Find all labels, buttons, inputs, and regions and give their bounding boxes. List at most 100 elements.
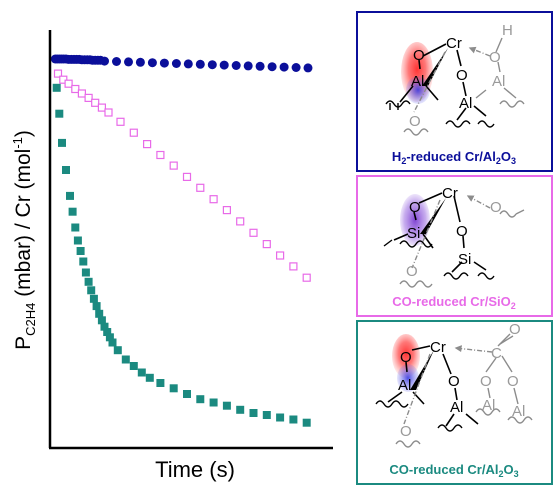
data-point-h2_cr_al2o3-35 <box>291 63 301 72</box>
atom-al: Al <box>411 73 424 90</box>
data-point-co_cr_al2o3-26 <box>156 379 165 387</box>
data-point-co_cr_sio2-13 <box>169 161 178 170</box>
data-point-co_cr_al2o3-21 <box>113 346 122 355</box>
atom-al: Al <box>512 403 525 420</box>
y-axis-title-prefix: P <box>12 336 35 350</box>
atom-o: O <box>456 67 468 84</box>
data-point-h2_cr_al2o3-19 <box>100 56 109 66</box>
panel-border <box>356 11 553 172</box>
atom-o: O <box>507 373 519 390</box>
data-point-co_cr_al2o3-13 <box>89 294 98 303</box>
data-point-co_cr_al2o3-22 <box>121 355 130 364</box>
data-point-co_cr_sio2-14 <box>182 172 192 181</box>
scatter-chart: Time (s) PC2H4 (mbar) / Cr (mol-1) <box>10 30 333 482</box>
panel-label: CO-reduced Cr/Al2O3 <box>389 462 518 479</box>
panel-label: CO-reduced Cr/SiO2 <box>392 294 515 311</box>
data-point-co_cr_sio2-17 <box>222 206 231 215</box>
data-point-co_cr_sio2-7 <box>97 103 107 112</box>
y-axis-title-superscript: -1 <box>10 137 25 149</box>
data-point-h2_cr_al2o3-36 <box>303 63 313 73</box>
data-point-co_cr_sio2-0 <box>53 69 63 78</box>
data-point-co_cr_al2o3-24 <box>137 368 146 377</box>
data-point-co_cr_sio2-15 <box>196 183 205 192</box>
data-point-h2_cr_al2o3-34 <box>279 62 289 72</box>
x-axis-title: Time (s) <box>155 457 235 482</box>
data-point-co_cr_al2o3-11 <box>84 277 93 286</box>
atom-o: O <box>448 373 460 390</box>
data-point-co_cr_sio2-23 <box>302 273 311 282</box>
data-point-co_cr_sio2-2 <box>64 79 73 88</box>
data-point-co_cr_al2o3-30 <box>209 398 218 407</box>
data-point-co_cr_al2o3-19 <box>105 333 114 342</box>
data-point-co_cr_al2o3-23 <box>129 362 138 370</box>
data-point-co_cr_sio2-11 <box>143 140 152 149</box>
data-point-co_cr_al2o3-25 <box>145 373 154 382</box>
data-point-co_cr_sio2-3 <box>71 84 80 94</box>
data-point-co_cr_al2o3-16 <box>97 316 106 325</box>
data-point-h2_cr_al2o3-33 <box>267 62 277 72</box>
atom-o: O <box>456 223 468 240</box>
data-point-co_cr_sio2-19 <box>249 228 258 237</box>
atom-o: O <box>509 321 521 338</box>
data-point-co_cr_sio2-20 <box>262 240 271 249</box>
atom-al: Al <box>482 397 495 414</box>
atom-c: C <box>491 345 502 362</box>
molecule-structure-co-cr-sio2: Cr O Si O Si O O <box>383 185 525 288</box>
atom-o: O <box>413 47 425 64</box>
data-point-h2_cr_al2o3-24 <box>159 58 169 68</box>
y-axis-title-suffix: ) <box>12 130 35 137</box>
data-point-co_cr_al2o3-32 <box>236 405 245 414</box>
atom-al: Al <box>459 95 472 112</box>
legend-panel-co-reduced-cr-al2o3: Cr O Al O Al C O O O Al Al O CO-reduced … <box>356 320 553 485</box>
atom-si: Si <box>407 225 420 242</box>
data-point-co_cr_sio2-8 <box>104 108 113 117</box>
data-point-h2_cr_al2o3-31 <box>243 61 253 71</box>
data-point-h2_cr_al2o3-20 <box>112 57 121 66</box>
data-point-co_cr_al2o3-34 <box>262 411 271 419</box>
atom-o: O <box>480 373 492 390</box>
data-point-co_cr_sio2-12 <box>156 150 165 160</box>
data-point-co_cr_al2o3-20 <box>108 338 117 347</box>
data-point-co_cr_sio2-9 <box>116 117 125 126</box>
data-point-co_cr_al2o3-28 <box>183 390 191 398</box>
data-point-co_cr_al2o3-2 <box>58 138 66 147</box>
data-point-co_cr_sio2-21 <box>276 251 285 260</box>
data-point-co_cr_sio2-4 <box>77 89 87 98</box>
data-point-co_cr_sio2-6 <box>91 98 100 107</box>
y-axis-title: PC2H4 (mbar) / Cr (mol-1) <box>10 130 38 350</box>
data-point-co_cr_al2o3-1 <box>55 109 64 118</box>
data-point-h2_cr_al2o3-26 <box>183 59 193 69</box>
molecule-structure-h2-cr-al2o3: Cr O Al O Al O Al H O <box>385 22 525 136</box>
data-point-co_cr_al2o3-8 <box>76 247 85 255</box>
data-point-co_cr_al2o3-5 <box>68 207 77 216</box>
data-point-h2_cr_al2o3-30 <box>231 61 241 70</box>
data-point-h2_cr_al2o3-32 <box>255 61 265 71</box>
data-point-co_cr_al2o3-29 <box>196 395 205 404</box>
y-axis-title-subscript: C2H4 <box>23 303 38 336</box>
blue-glow <box>406 76 430 104</box>
data-point-h2_cr_al2o3-22 <box>135 57 145 67</box>
panel-border <box>356 320 553 485</box>
atom-o: O <box>409 113 421 130</box>
data-point-co_cr_sio2-10 <box>129 128 138 137</box>
atom-al: Al <box>398 377 411 394</box>
data-point-co_cr_al2o3-15 <box>95 309 104 318</box>
atom-al: Al <box>492 73 505 90</box>
atom-o: O <box>400 423 412 440</box>
data-point-h2_cr_al2o3-21 <box>124 57 133 67</box>
atom-cr: Cr <box>446 35 462 52</box>
atom-al: Al <box>450 399 463 416</box>
data-point-co_cr_sio2-18 <box>236 217 245 226</box>
atom-o: O <box>409 199 421 216</box>
atom-cr: Cr <box>430 339 446 356</box>
data-point-co_cr_al2o3-37 <box>302 418 311 427</box>
molecule-structure-co-cr-al2o3: Cr O Al O Al C O O O Al Al O <box>375 321 533 448</box>
data-point-h2_cr_al2o3-25 <box>171 59 181 68</box>
atom-cr: Cr <box>442 185 458 202</box>
data-point-h2_cr_al2o3-28 <box>207 60 217 70</box>
atom-si: Si <box>458 251 471 268</box>
data-point-co_cr_al2o3-0 <box>52 83 61 92</box>
panel-label: H2-reduced Cr/Al2O3 <box>392 149 516 166</box>
legend-panel-h2-reduced-cr-al2o3: Cr O Al O Al O Al H O H2-reduced Cr/Al2O… <box>356 11 553 172</box>
